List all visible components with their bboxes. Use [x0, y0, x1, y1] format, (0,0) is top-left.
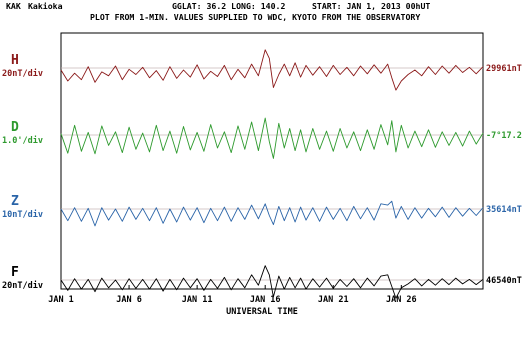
scale-label-f: 20nT/div — [2, 280, 43, 291]
x-tick-label: JAN 21 — [318, 295, 349, 305]
component-label-h: H — [11, 53, 19, 68]
scale-label-d: 1.0'/div — [2, 135, 43, 146]
x-tick-label: JAN 6 — [116, 295, 142, 305]
scale-label-h: 20nT/div — [2, 68, 43, 79]
x-tick-label: JAN 11 — [182, 295, 213, 305]
scale-label-z: 10nT/div — [2, 209, 43, 220]
x-tick-label: JAN 26 — [386, 295, 417, 305]
x-tick-label: JAN 16 — [250, 295, 281, 305]
component-label-f: F — [11, 265, 19, 280]
station-coords: GGLAT: 36.2 LONG: 140.2 — [172, 1, 285, 11]
baseline-value-d: -7°17.2 — [486, 131, 522, 141]
start-time: START: JAN 1, 2013 00hUT — [312, 1, 430, 11]
baseline-value-z: 35614nT — [486, 205, 522, 215]
component-label-z: Z — [11, 194, 19, 209]
component-label-d: D — [11, 120, 19, 135]
series-line-h — [60, 49, 484, 91]
station-code: KAK — [6, 1, 21, 11]
station-name: Kakioka — [28, 1, 63, 11]
series-line-f — [60, 265, 484, 299]
baseline-value-f: 46540nT — [486, 276, 522, 286]
x-axis-ticks: JAN 1 JAN 6 JAN 11 JAN 16 JAN 21 JAN 26 — [48, 285, 417, 305]
series-line-d — [60, 117, 484, 159]
baseline-value-h: 29961nT — [486, 64, 522, 74]
plot-subtitle: PLOT FROM 1-MIN. VALUES SUPPLIED TO WDC,… — [90, 12, 420, 22]
series-line-z — [60, 200, 484, 227]
x-axis-label: UNIVERSAL TIME — [226, 307, 298, 317]
x-tick-label: JAN 1 — [48, 295, 74, 305]
plot-frame — [60, 32, 484, 290]
